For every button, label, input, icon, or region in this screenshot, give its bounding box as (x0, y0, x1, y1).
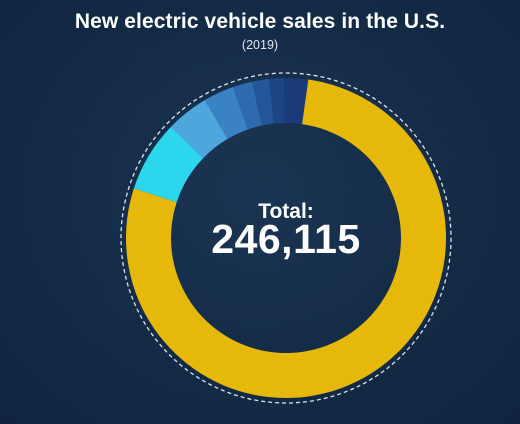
donut-slice-5 (232, 81, 262, 130)
chart-subtitle: (2019) (241, 38, 279, 52)
dashed-outline (120, 72, 452, 404)
chart-title: New electric vehicle sales in the U.S. (74, 10, 446, 33)
donut-slice-3 (170, 100, 228, 159)
donut-slice-7 (269, 78, 285, 124)
donut-slice-2 (133, 126, 204, 203)
donut-slice-8 (284, 78, 309, 125)
donut-slice-6 (252, 78, 274, 126)
donut-slice-4 (204, 87, 248, 139)
total-label: Total: (258, 200, 314, 223)
total-value: 246,115 (211, 216, 361, 262)
donut-slices (126, 78, 447, 399)
